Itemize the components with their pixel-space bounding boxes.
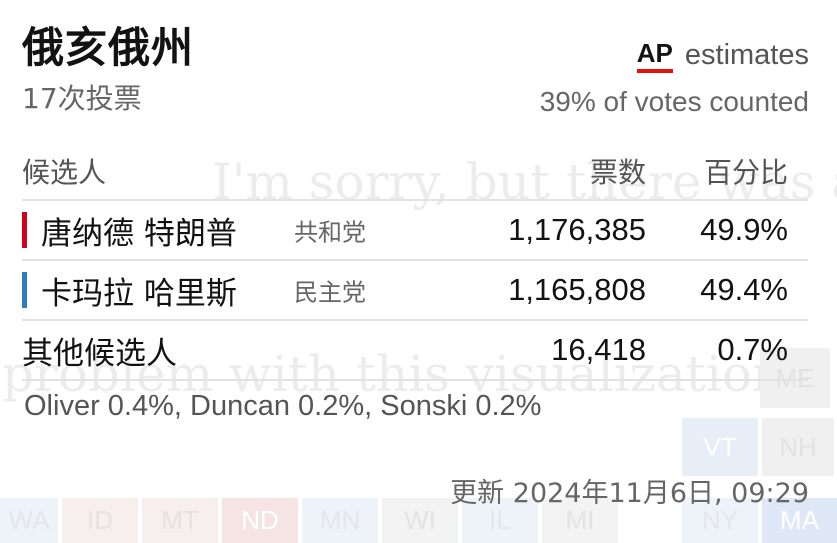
state-tile-vt: VT — [682, 418, 758, 476]
party-label: 民主党 — [294, 278, 366, 307]
vote-count: 1,176,385 — [508, 212, 646, 247]
column-header-votes: 票数 — [589, 156, 646, 189]
results-table: 候选人 票数 百分比 唐纳德 特朗普 共和党 1,176,385 49.9% 卡… — [22, 143, 808, 381]
state-tile-wi: WI — [382, 498, 458, 543]
candidate-name: 其他候选人 — [22, 335, 177, 372]
state-tile-mn: MN — [302, 498, 378, 543]
table-header-row: 候选人 票数 百分比 — [22, 143, 808, 201]
state-tile-il: IL — [462, 498, 538, 543]
state-tile-wa: WA — [0, 498, 58, 543]
table-row: 卡玛拉 哈里斯 民主党 1,165,808 49.4% — [22, 261, 808, 321]
state-tile-id: ID — [62, 498, 138, 543]
ap-logo-icon: AP — [636, 38, 674, 73]
candidate-name: 唐纳德 特朗普 — [41, 215, 237, 252]
column-header-candidate: 候选人 — [22, 156, 107, 189]
table-row: 唐纳德 特朗普 共和党 1,176,385 49.9% — [22, 201, 808, 261]
state-title: 俄亥俄州 — [22, 23, 195, 72]
votes-counted-status: 39% of votes counted — [539, 86, 809, 117]
other-candidates-detail: Oliver 0.4%, Duncan 0.2%, Sonski 0.2% — [24, 390, 542, 422]
candidate-cell: 卡玛拉 哈里斯 — [22, 268, 237, 313]
state-tile-nh: NH — [762, 418, 834, 476]
state-tile-ma: MA — [762, 498, 837, 543]
electoral-votes-subtitle: 17次投票 — [22, 82, 142, 115]
state-tile-mt: MT — [142, 498, 218, 543]
state-tile-mi: MI — [542, 498, 618, 543]
last-updated-timestamp: 更新 2024年11月6日, 09:29 — [450, 478, 809, 509]
vote-count: 16,418 — [551, 332, 646, 367]
vote-count: 1,165,808 — [508, 272, 646, 307]
ap-estimates-label: estimates — [684, 39, 809, 71]
party-color-bar — [22, 212, 27, 248]
vote-percent: 49.9% — [700, 212, 788, 247]
state-tile-ny: NY — [682, 498, 758, 543]
state-tile-nd: ND — [222, 498, 298, 543]
ap-estimates-line: AP estimates — [636, 38, 809, 73]
party-color-bar — [22, 272, 27, 308]
candidate-cell: 其他候选人 — [22, 328, 177, 373]
candidate-name: 卡玛拉 哈里斯 — [41, 275, 237, 312]
column-header-percent: 百分比 — [703, 156, 788, 189]
background-error-line: I'm sorry, but there was a — [212, 153, 837, 211]
candidate-cell: 唐纳德 特朗普 — [22, 208, 237, 253]
table-row: 其他候选人 16,418 0.7% — [22, 321, 808, 381]
vote-percent: 0.7% — [717, 332, 788, 367]
vote-percent: 49.4% — [700, 272, 788, 307]
party-label: 共和党 — [294, 218, 366, 247]
background-error-line: problem with this visualization. — [2, 345, 801, 403]
background-error-message: I'm sorry, but there was a problem with … — [0, 22, 837, 534]
state-tile-me: ME — [760, 348, 830, 408]
